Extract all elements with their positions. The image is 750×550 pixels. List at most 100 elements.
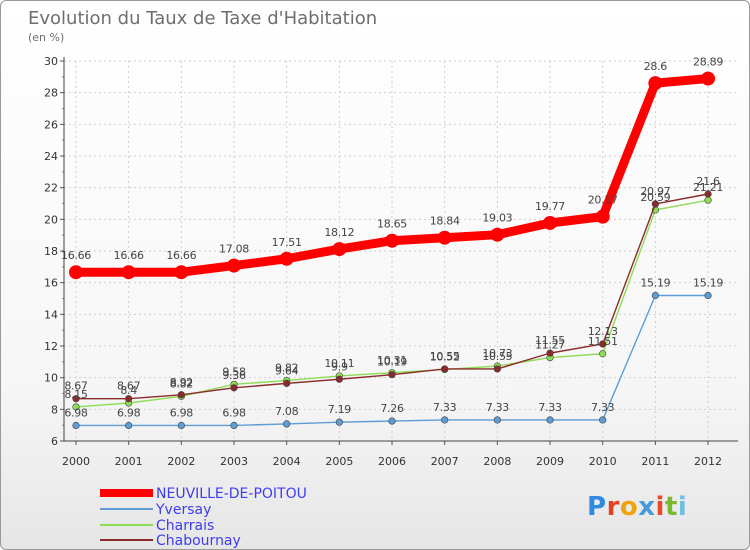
data-point-0 — [385, 233, 400, 248]
data-label-1: 7.19 — [328, 403, 352, 416]
data-point-1 — [230, 421, 238, 430]
data-label-1: 6.98 — [170, 406, 194, 419]
legend-label-1: Yversay — [155, 502, 211, 518]
chart-subtitle: (en %) — [28, 31, 64, 44]
data-point-1 — [599, 416, 607, 424]
y-tick-label: 24 — [44, 150, 58, 163]
data-point-1 — [177, 421, 185, 430]
data-label-0: 19.77 — [535, 200, 565, 213]
x-tick-label: 2004 — [273, 455, 301, 468]
data-point-3 — [335, 375, 343, 383]
data-point-3 — [546, 349, 554, 357]
data-label-2: 20.59 — [640, 191, 670, 204]
legend-label-0: NEUVILLE-DE-POITOU — [156, 486, 307, 502]
data-label-2: 9.82 — [275, 362, 298, 375]
data-label-0: 28.89 — [693, 56, 723, 69]
y-tick-label: 20 — [44, 213, 58, 226]
data-point-2 — [599, 350, 607, 358]
data-label-3: 11.55 — [535, 334, 565, 347]
legend-label-2: Charrais — [156, 518, 214, 534]
data-label-2: 9.58 — [222, 365, 246, 378]
x-tick-label: 2006 — [378, 455, 406, 468]
x-tick-label: 2007 — [431, 455, 459, 468]
data-label-3: 10.55 — [430, 350, 460, 363]
data-label-2: 8.82 — [170, 377, 193, 390]
x-tick-label: 2002 — [167, 455, 195, 468]
axes: 6 8 10 12 14 16 18 20 22 24 26 28 30 2000 2001 2002 2003… — [44, 55, 738, 468]
data-label-2: 8.4 — [120, 384, 137, 397]
data-label-0: 16.66 — [114, 249, 144, 262]
y-tick-label: 18 — [44, 245, 58, 258]
x-tick-label: 2010 — [589, 455, 617, 468]
data-point-1 — [335, 418, 343, 426]
data-label-2: 11.51 — [588, 335, 618, 348]
x-tick-label: 2009 — [536, 455, 564, 468]
data-label-0: 16.66 — [61, 249, 91, 262]
data-label-3: 8.92 — [170, 376, 193, 389]
chart-title: Evolution du Taux de Taxe d'Habitation — [28, 8, 377, 29]
data-point-0 — [227, 258, 242, 273]
data-labels: 16.66 16.66 16.66 17.08 17.51 18.12 18.65 18.84… — [61, 56, 724, 420]
y-tick-label: 10 — [44, 372, 58, 385]
legend-label-3: Chabournay — [156, 533, 241, 549]
proxiti-logo: Proxiti — [587, 492, 687, 522]
data-point-2 — [704, 196, 712, 204]
data-label-3: 8.67 — [64, 380, 88, 393]
data-label-2: 10.31 — [377, 354, 407, 367]
series-lines — [69, 71, 716, 430]
logo-letter: i — [655, 492, 665, 522]
data-point-1 — [283, 420, 291, 428]
data-label-3: 8.67 — [117, 380, 141, 393]
logo-letter: x — [638, 492, 656, 522]
data-point-1 — [704, 291, 712, 300]
y-tick-label: 16 — [44, 277, 58, 290]
data-point-3 — [177, 391, 185, 399]
data-point-0 — [279, 251, 294, 266]
data-point-0 — [174, 265, 189, 280]
data-label-3: 9.9 — [331, 360, 348, 373]
data-label-3: 10.55 — [482, 350, 512, 363]
data-point-0 — [595, 209, 610, 224]
data-label-0: 20.17 — [588, 194, 618, 207]
y-tick-label: 28 — [44, 87, 58, 100]
data-label-2: 8.15 — [64, 388, 88, 401]
data-label-2: 10.73 — [482, 347, 512, 360]
data-label-3: 20.97 — [640, 185, 670, 198]
y-tick-label: 30 — [44, 55, 58, 68]
data-label-2: 11.27 — [535, 339, 565, 352]
data-label-1: 7.33 — [486, 401, 510, 414]
data-point-0 — [121, 265, 136, 280]
data-point-2 — [72, 403, 80, 411]
data-label-1: 7.33 — [433, 401, 457, 414]
x-tick-label: 2011 — [641, 455, 669, 468]
data-label-1: 6.98 — [222, 406, 246, 419]
data-label-1: 7.33 — [591, 401, 615, 414]
data-label-1: 7.33 — [538, 401, 562, 414]
data-label-2: 10.52 — [430, 350, 460, 363]
data-label-2: 21.21 — [693, 181, 723, 194]
x-tick-label: 2000 — [62, 455, 90, 468]
legend: NEUVILLE-DE-POITOUYversayCharraisChabour… — [100, 486, 307, 549]
data-label-1: 6.98 — [117, 406, 141, 419]
y-tick-label: 14 — [44, 308, 58, 321]
data-point-0 — [490, 227, 505, 242]
data-point-3 — [441, 365, 449, 373]
logo-letter: i — [677, 492, 688, 522]
data-label-0: 16.66 — [166, 249, 196, 262]
data-point-0 — [69, 265, 83, 280]
data-point-3 — [599, 340, 607, 348]
y-tick-label: 26 — [44, 118, 58, 131]
data-label-1: 7.08 — [275, 405, 299, 418]
data-point-3 — [388, 371, 396, 379]
data-point-3 — [493, 365, 501, 373]
data-point-3 — [283, 379, 291, 387]
data-label-0: 18.65 — [377, 218, 407, 231]
data-point-0 — [701, 71, 716, 86]
data-label-0: 19.03 — [482, 212, 512, 225]
data-point-1 — [72, 421, 80, 430]
data-label-0: 17.51 — [272, 236, 302, 249]
data-point-1 — [546, 416, 554, 424]
data-label-3: 10.19 — [377, 356, 407, 369]
